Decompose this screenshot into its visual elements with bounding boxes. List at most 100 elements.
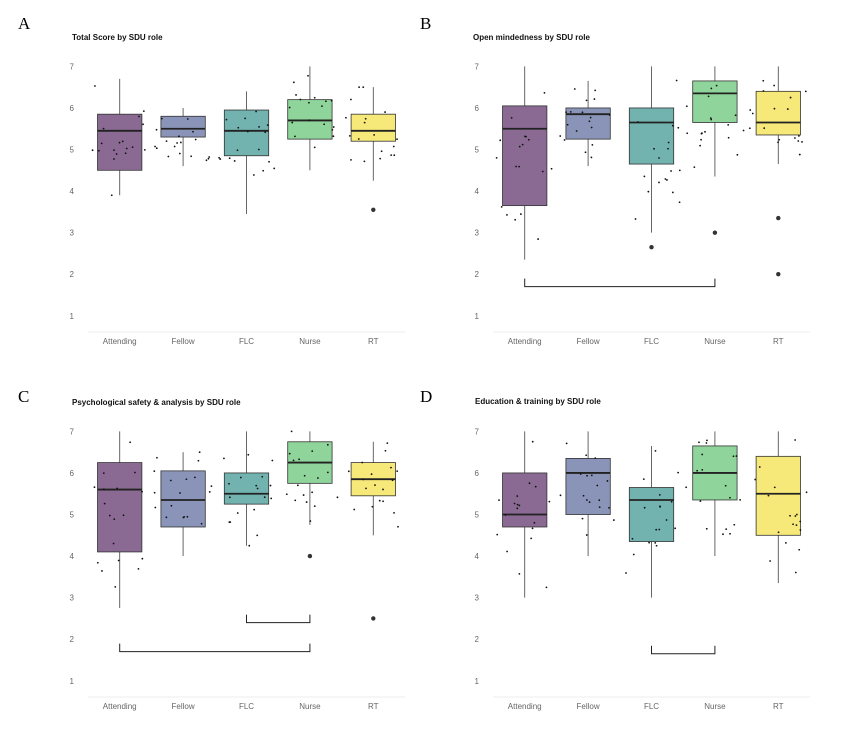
- jitter-point: [777, 141, 779, 144]
- jitter-point: [550, 167, 553, 170]
- outlier-point: [776, 215, 781, 221]
- jitter-point: [705, 527, 708, 530]
- panel-label: D: [420, 387, 433, 406]
- jitter-point: [531, 440, 534, 443]
- jitter-point: [593, 98, 596, 100]
- jitter-point: [247, 453, 250, 456]
- jitter-point: [271, 459, 274, 462]
- jitter-point: [252, 174, 255, 176]
- jitter-point: [302, 494, 305, 496]
- panel-b: B Open mindedness by SDU role 1 2 3 4 5 6 7 Att…: [420, 0, 830, 350]
- jitter-point: [504, 514, 507, 516]
- box-fellow: [559, 431, 615, 557]
- jitter-point: [153, 470, 156, 473]
- jitter-point: [121, 140, 124, 143]
- jitter-point: [115, 153, 118, 155]
- jitter-point: [110, 194, 113, 197]
- jitter-point: [500, 205, 503, 208]
- jitter-point: [739, 498, 742, 501]
- jitter-point: [357, 138, 360, 140]
- y-tick-label: 6: [70, 104, 75, 113]
- jitter-point: [797, 140, 800, 142]
- jitter-point: [749, 109, 752, 111]
- box-plot: 1 2 3 4 5 6 7 Attending Fellow FLC Nurse RT: [70, 62, 405, 346]
- jitter-point: [786, 108, 789, 110]
- jitter-point: [142, 123, 144, 126]
- jitter-point: [113, 158, 115, 160]
- box-nurse: [285, 430, 339, 559]
- jitter-point: [362, 86, 365, 89]
- jitter-point: [258, 125, 260, 128]
- panel-d: D Education & training by SDU role 1 2 3 4 5…: [420, 373, 830, 723]
- y-tick-label: 1: [70, 312, 75, 321]
- jitter-point: [514, 218, 517, 221]
- jitter-point: [93, 486, 96, 489]
- jitter-point: [510, 116, 513, 119]
- jitter-point: [569, 110, 572, 113]
- box-body: [287, 99, 333, 140]
- box-attending: [91, 78, 146, 197]
- jitter-point: [658, 528, 661, 531]
- jitter-point: [116, 487, 119, 490]
- jitter-point: [379, 157, 382, 160]
- jitter-point: [155, 128, 158, 131]
- x-tick-label: Attending: [103, 337, 137, 346]
- jitter-point: [705, 442, 708, 444]
- jitter-point: [294, 135, 296, 138]
- jitter-point: [113, 518, 116, 520]
- x-tick-label: Fellow: [577, 337, 600, 346]
- jitter-point: [667, 147, 669, 150]
- jitter-point: [548, 500, 551, 503]
- box-attending: [93, 431, 144, 609]
- jitter-point: [313, 505, 316, 507]
- jitter-point: [370, 473, 373, 476]
- jitter-point: [777, 531, 780, 534]
- jitter-point: [735, 455, 738, 457]
- box-rt: [347, 441, 399, 621]
- jitter-point: [545, 586, 548, 589]
- box-flc: [223, 431, 274, 547]
- jitter-point: [591, 144, 594, 146]
- jitter-point: [693, 166, 696, 169]
- jitter-point: [179, 492, 181, 494]
- jitter-point: [794, 515, 797, 517]
- jitter-point: [117, 559, 120, 562]
- jitter-point: [255, 484, 258, 487]
- x-tick-label: Fellow: [172, 337, 195, 346]
- jitter-point: [722, 533, 724, 536]
- jitter-point: [736, 153, 739, 156]
- jitter-point: [518, 145, 521, 148]
- box-fellow: [153, 451, 213, 557]
- jitter-point: [358, 86, 361, 89]
- jitter-point: [658, 493, 661, 496]
- jitter-point: [298, 458, 301, 461]
- jitter-point: [141, 490, 143, 493]
- y-tick-label: 7: [70, 62, 75, 71]
- jitter-point: [371, 505, 374, 508]
- panel-a: A Total Score by SDU role 1 2 3 4 5 6 7 Attendi…: [0, 0, 410, 350]
- x-tick-label: FLC: [644, 702, 659, 711]
- y-tick-label: 7: [475, 62, 480, 71]
- jitter-point: [397, 525, 399, 528]
- jitter-point: [165, 516, 168, 519]
- jitter-point: [590, 156, 593, 159]
- jitter-point: [228, 482, 230, 485]
- jitter-point: [559, 135, 562, 137]
- jitter-point: [291, 121, 294, 124]
- jitter-point: [499, 139, 502, 142]
- jitter-point: [364, 117, 367, 120]
- jitter-point: [575, 130, 578, 132]
- jitter-point: [804, 90, 807, 93]
- y-tick-label: 7: [70, 427, 75, 436]
- jitter-point: [294, 499, 297, 502]
- box-rt: [754, 431, 808, 584]
- jitter-point: [326, 443, 329, 446]
- jitter-point: [248, 544, 251, 547]
- jitter-point: [543, 91, 546, 94]
- jitter-point: [384, 111, 386, 113]
- box-nurse: [287, 66, 335, 171]
- jitter-point: [742, 129, 745, 132]
- x-tick-label: RT: [773, 337, 784, 346]
- jitter-point: [709, 117, 712, 120]
- outlier-point: [712, 230, 718, 235]
